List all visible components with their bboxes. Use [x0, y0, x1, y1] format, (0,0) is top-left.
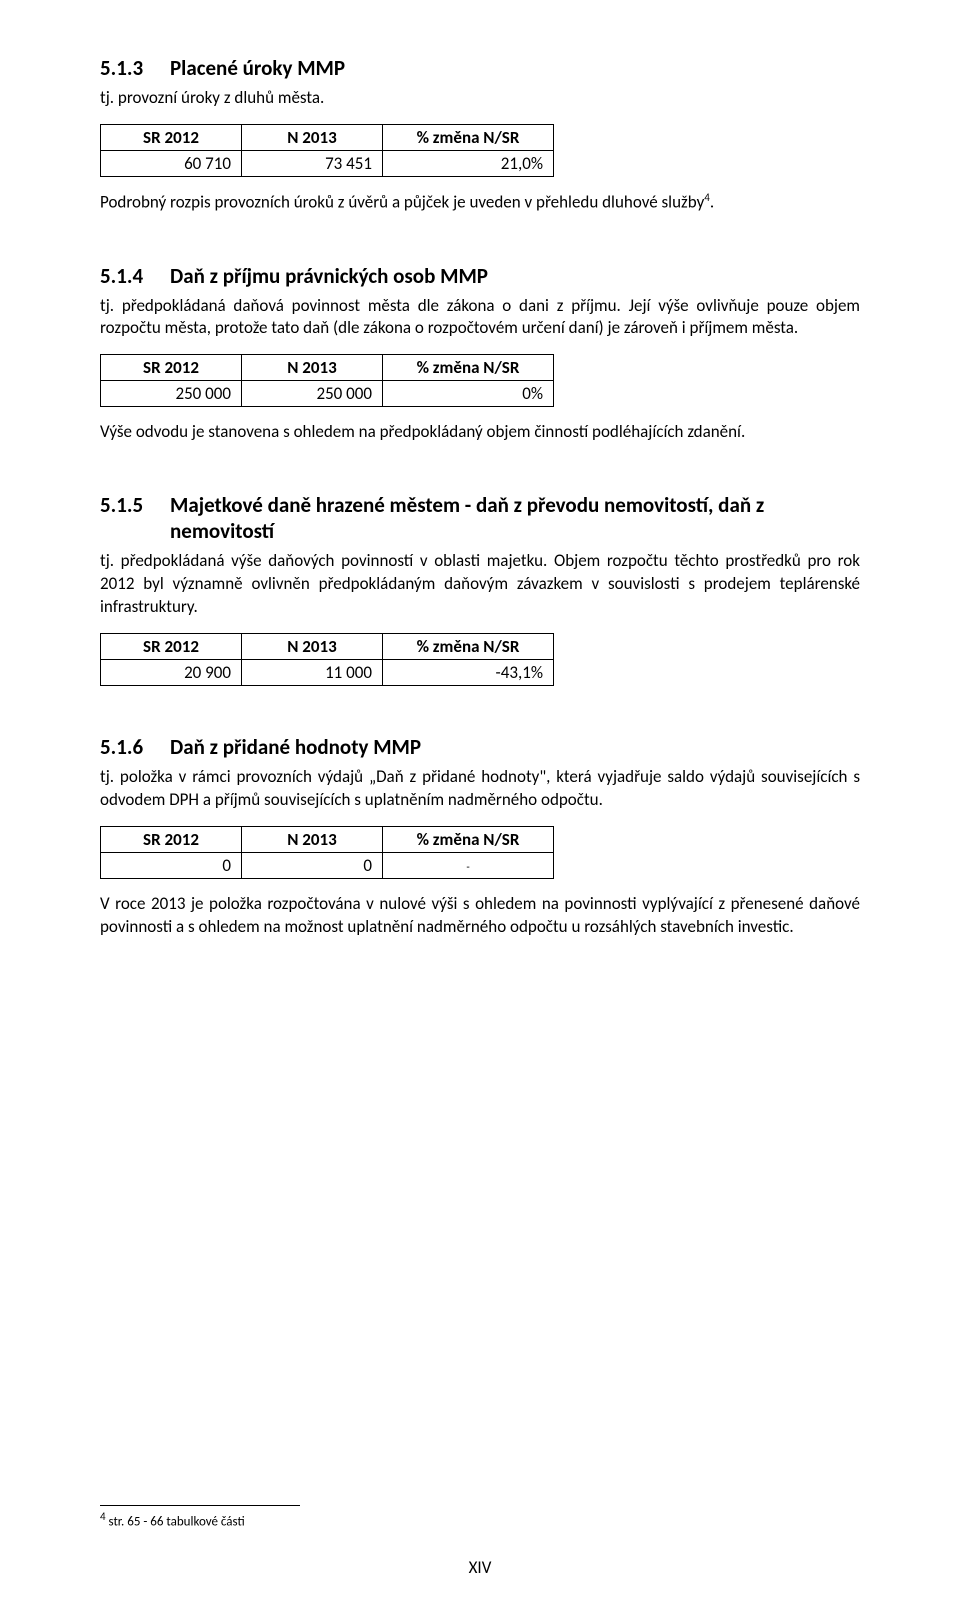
table-header: % změna N/SR — [383, 355, 554, 381]
heading-516: 5.1.6 Daň z přidané hodnoty MMP — [100, 734, 860, 760]
table-cell: -43,1% — [383, 660, 554, 686]
s515-para1: tj. předpokládaná výše daňových povinnos… — [100, 550, 860, 619]
table-header: % změna N/SR — [383, 124, 554, 150]
heading-title: Daň z přidané hodnoty MMP — [170, 734, 860, 760]
s516-table: SR 2012 N 2013 % změna N/SR 0 0 - — [100, 826, 554, 879]
heading-514: 5.1.4 Daň z příjmu právnických osob MMP — [100, 263, 860, 289]
table-cell: 0% — [383, 381, 554, 407]
table-header: N 2013 — [242, 827, 383, 853]
s513-para2: Podrobný rozpis provozních úroků z úvěrů… — [100, 191, 860, 215]
table-header: SR 2012 — [101, 355, 242, 381]
heading-title: Majetkové daně hrazené městem - daň z př… — [170, 492, 860, 544]
heading-515: 5.1.5 Majetkové daně hrazené městem - da… — [100, 492, 860, 544]
table-header: N 2013 — [242, 634, 383, 660]
heading-num: 5.1.4 — [100, 263, 170, 289]
table-cell: - — [383, 853, 554, 879]
table-header: % změna N/SR — [383, 827, 554, 853]
table-header: SR 2012 — [101, 827, 242, 853]
page-number: XIV — [100, 1557, 860, 1578]
table-cell: 250 000 — [101, 381, 242, 407]
s515-table: SR 2012 N 2013 % změna N/SR 20 900 11 00… — [100, 633, 554, 686]
page-footer: 4 str. 65 - 66 tabulkové části XIV — [100, 1505, 860, 1578]
s516-para2: V roce 2013 je položka rozpočtována v nu… — [100, 893, 860, 939]
table-cell: 20 900 — [101, 660, 242, 686]
s516-para1: tj. položka v rámci provozních výdajů „D… — [100, 766, 860, 812]
s514-para1: tj. předpokládaná daňová povinnost města… — [100, 295, 860, 341]
heading-num: 5.1.6 — [100, 734, 170, 760]
footnote: 4 str. 65 - 66 tabulkové části — [100, 1510, 860, 1529]
table-cell: 11 000 — [242, 660, 383, 686]
para-text: . — [710, 192, 714, 213]
s513-table: SR 2012 N 2013 % změna N/SR 60 710 73 45… — [100, 124, 554, 177]
table-cell: 21,0% — [383, 150, 554, 176]
footnote-text: str. 65 - 66 tabulkové části — [106, 1514, 245, 1529]
table-header: N 2013 — [242, 355, 383, 381]
table-cell: 0 — [101, 853, 242, 879]
para-text: Podrobný rozpis provozních úroků z úvěrů… — [100, 192, 704, 213]
s514-para2: Výše odvodu je stanovena s ohledem na př… — [100, 421, 860, 444]
heading-title: Daň z příjmu právnických osob MMP — [170, 263, 860, 289]
table-header: SR 2012 — [101, 634, 242, 660]
heading-num: 5.1.3 — [100, 55, 170, 81]
s514-table: SR 2012 N 2013 % změna N/SR 250 000 250 … — [100, 354, 554, 407]
heading-title: Placené úroky MMP — [170, 55, 860, 81]
table-cell-value: - — [466, 860, 469, 873]
table-header: SR 2012 — [101, 124, 242, 150]
table-cell: 60 710 — [101, 150, 242, 176]
table-cell: 0 — [242, 853, 383, 879]
table-cell: 73 451 — [242, 150, 383, 176]
heading-513: 5.1.3 Placené úroky MMP — [100, 55, 860, 81]
heading-num: 5.1.5 — [100, 492, 170, 544]
s513-para1: tj. provozní úroky z dluhů města. — [100, 87, 860, 110]
table-header: N 2013 — [242, 124, 383, 150]
table-header: % změna N/SR — [383, 634, 554, 660]
table-cell: 250 000 — [242, 381, 383, 407]
footnote-separator — [100, 1505, 300, 1506]
page: 5.1.3 Placené úroky MMP tj. provozní úro… — [0, 0, 960, 1618]
